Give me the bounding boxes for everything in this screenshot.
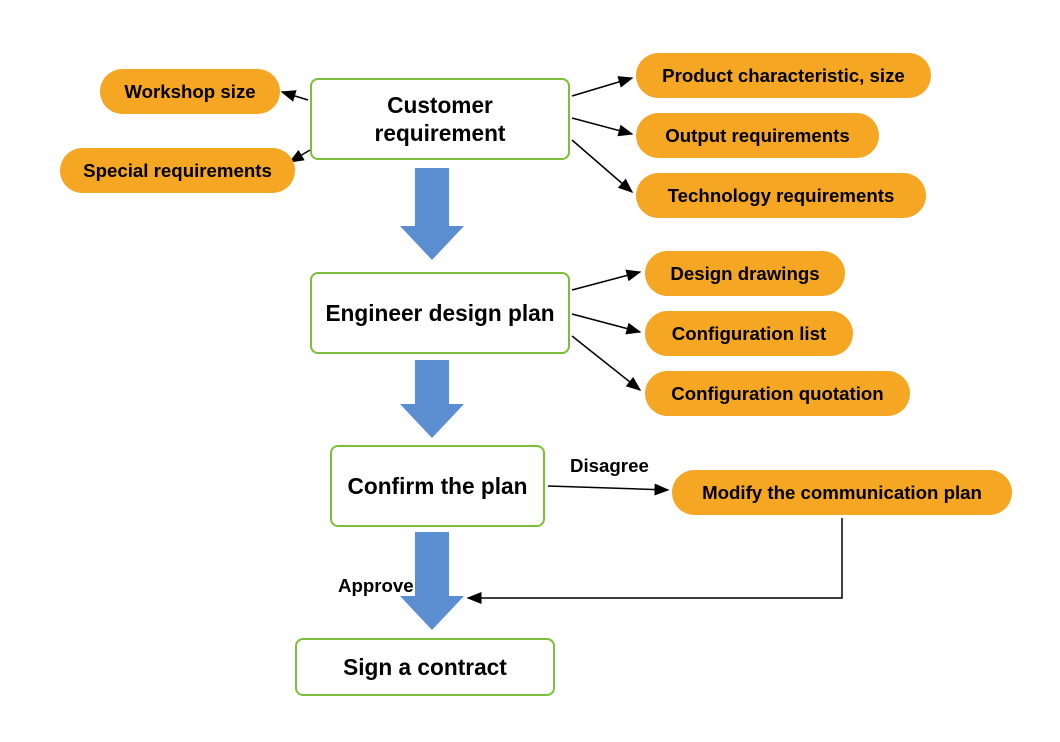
pill-label: Configuration list [672, 323, 826, 345]
connector-ta-output [572, 118, 632, 134]
pill-label: Design drawings [670, 263, 819, 285]
pill-configuration-list: Configuration list [645, 311, 853, 356]
connector-ta-workshop [282, 92, 308, 100]
pill-label: Workshop size [124, 81, 255, 103]
pill-label: Configuration quotation [671, 383, 883, 405]
big-arrow-arrow-1 [400, 168, 464, 260]
label-text: Disagree [570, 455, 649, 476]
pill-configuration-quotation: Configuration quotation [645, 371, 910, 416]
node-confirm-the-plan: Confirm the plan [330, 445, 545, 527]
pill-special-requirements: Special requirements [60, 148, 295, 193]
node-engineer-design-plan: Engineer design plan [310, 272, 570, 354]
pill-label: Technology requirements [668, 185, 895, 207]
pill-label: Modify the communication plan [702, 482, 982, 504]
label-disagree: Disagree [570, 455, 649, 477]
connector-ta-tech [572, 140, 632, 192]
connector-ta-config-list [572, 314, 640, 332]
pill-design-drawings: Design drawings [645, 251, 845, 296]
node-label: Confirm the plan [348, 472, 528, 500]
node-label: Engineer design plan [325, 299, 554, 327]
connector-pa-modify-back [468, 518, 842, 598]
node-sign-a-contract: Sign a contract [295, 638, 555, 696]
pill-label: Product characteristic, size [662, 65, 905, 87]
pill-label: Special requirements [83, 160, 272, 182]
label-approve: Approve [338, 575, 414, 597]
node-label: Customer requirement [320, 91, 560, 148]
connector-ta-disagree [548, 486, 668, 490]
connector-ta-product [572, 78, 632, 96]
connector-ta-config-quote [572, 336, 640, 390]
node-label: Sign a contract [343, 653, 507, 681]
pill-workshop-size: Workshop size [100, 69, 280, 114]
pill-technology-requirements: Technology requirements [636, 173, 926, 218]
pill-label: Output requirements [665, 125, 850, 147]
connector-ta-design [572, 272, 640, 290]
pill-modify-communication-plan: Modify the communication plan [672, 470, 1012, 515]
big-arrow-arrow-2 [400, 360, 464, 438]
connector-ta-special [290, 150, 310, 162]
pill-product-characteristic-size: Product characteristic, size [636, 53, 931, 98]
label-text: Approve [338, 575, 414, 596]
pill-output-requirements: Output requirements [636, 113, 879, 158]
node-customer-requirement: Customer requirement [310, 78, 570, 160]
flowchart-stage: Customer requirement Engineer design plan… [0, 0, 1060, 742]
